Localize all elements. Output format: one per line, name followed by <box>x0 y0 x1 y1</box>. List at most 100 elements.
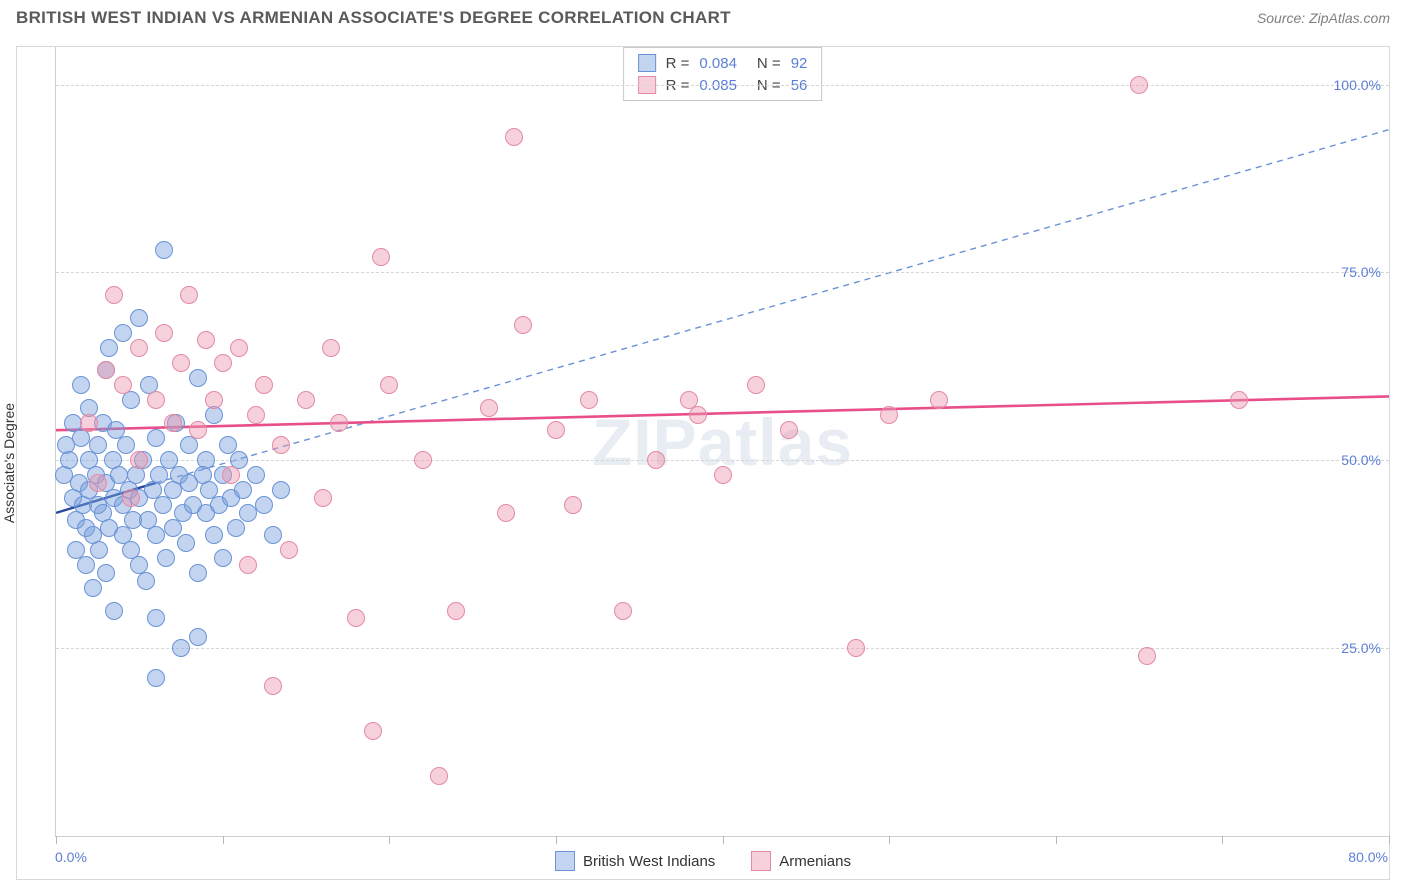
data-point <box>147 429 165 447</box>
data-point <box>197 331 215 349</box>
data-point <box>414 451 432 469</box>
chart-title: BRITISH WEST INDIAN VS ARMENIAN ASSOCIAT… <box>16 8 731 28</box>
x-tick <box>1056 836 1057 844</box>
data-point <box>330 414 348 432</box>
stat-legend-row: R = 0.084 N = 92 <box>624 52 822 74</box>
legend-item: British West Indians <box>555 851 715 871</box>
legend-item: Armenians <box>751 851 851 871</box>
data-point <box>447 602 465 620</box>
gridline <box>56 85 1389 86</box>
x-tick <box>556 836 557 844</box>
data-point <box>747 376 765 394</box>
legend-swatch <box>638 54 656 72</box>
data-point <box>497 504 515 522</box>
gridline <box>56 648 1389 649</box>
data-point <box>480 399 498 417</box>
x-tick <box>723 836 724 844</box>
data-point <box>197 451 215 469</box>
data-point <box>189 564 207 582</box>
data-point <box>114 324 132 342</box>
data-point <box>172 639 190 657</box>
data-point <box>239 556 257 574</box>
data-point <box>239 504 257 522</box>
data-point <box>130 339 148 357</box>
data-point <box>580 391 598 409</box>
data-point <box>180 286 198 304</box>
chart-container: Associate's Degree ZIPatlas R =0.084N =9… <box>16 46 1390 880</box>
y-axis-label: Associate's Degree <box>1 403 17 523</box>
data-point <box>430 767 448 785</box>
data-point <box>147 609 165 627</box>
data-point <box>147 526 165 544</box>
data-point <box>130 309 148 327</box>
data-point <box>547 421 565 439</box>
data-point <box>264 526 282 544</box>
data-point <box>100 339 118 357</box>
data-point <box>647 451 665 469</box>
data-point <box>280 541 298 559</box>
data-point <box>189 628 207 646</box>
data-point <box>80 414 98 432</box>
data-point <box>689 406 707 424</box>
x-tick-label: 0.0% <box>55 849 87 865</box>
data-point <box>514 316 532 334</box>
y-tick-label: 50.0% <box>1341 452 1381 468</box>
stat-label: N = <box>757 55 781 72</box>
correlation-legend: R =0.084N =92R =0.085N =56 <box>623 47 823 101</box>
x-tick <box>889 836 890 844</box>
stat-label: R = <box>666 55 690 72</box>
data-point <box>137 572 155 590</box>
data-point <box>505 128 523 146</box>
data-point <box>372 248 390 266</box>
data-point <box>272 481 290 499</box>
data-point <box>147 669 165 687</box>
data-point <box>147 391 165 409</box>
data-point <box>117 436 135 454</box>
data-point <box>177 534 195 552</box>
data-point <box>380 376 398 394</box>
data-point <box>227 519 245 537</box>
data-point <box>205 526 223 544</box>
data-point <box>97 564 115 582</box>
stat-n-value: 92 <box>791 55 808 72</box>
data-point <box>264 677 282 695</box>
data-point <box>105 602 123 620</box>
data-point <box>255 376 273 394</box>
series-legend: British West Indians Armenians <box>555 851 851 871</box>
data-point <box>880 406 898 424</box>
x-tick <box>389 836 390 844</box>
data-point <box>157 549 175 567</box>
data-point <box>230 339 248 357</box>
y-tick-label: 25.0% <box>1341 640 1381 656</box>
data-point <box>155 324 173 342</box>
data-point <box>314 489 332 507</box>
x-tick <box>223 836 224 844</box>
data-point <box>847 639 865 657</box>
data-point <box>130 451 148 469</box>
data-point <box>247 406 265 424</box>
y-tick-label: 75.0% <box>1341 264 1381 280</box>
legend-swatch <box>751 851 771 871</box>
data-point <box>1138 647 1156 665</box>
x-tick <box>56 836 57 844</box>
data-point <box>222 466 240 484</box>
data-point <box>247 466 265 484</box>
data-point <box>60 451 78 469</box>
data-point <box>155 241 173 259</box>
data-point <box>214 549 232 567</box>
data-point <box>255 496 273 514</box>
data-point <box>347 609 365 627</box>
data-point <box>322 339 340 357</box>
plot-area: ZIPatlas R =0.084N =92R =0.085N =56 25.0… <box>55 47 1389 837</box>
stat-r-value: 0.084 <box>699 55 737 72</box>
data-point <box>172 354 190 372</box>
data-point <box>780 421 798 439</box>
data-point <box>1230 391 1248 409</box>
data-point <box>84 579 102 597</box>
x-tick <box>1389 836 1390 844</box>
gridline <box>56 272 1389 273</box>
data-point <box>364 722 382 740</box>
data-point <box>77 556 95 574</box>
data-point <box>97 361 115 379</box>
trend-lines <box>56 47 1389 836</box>
